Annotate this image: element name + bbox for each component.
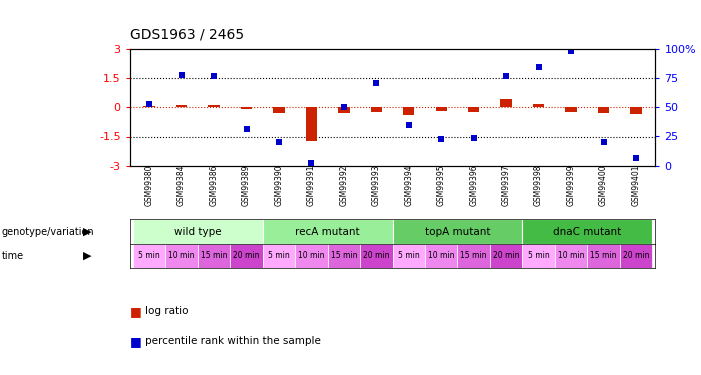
Text: GSM99384: GSM99384 [177, 165, 186, 206]
Bar [133, 219, 263, 244]
Text: 10 min: 10 min [168, 251, 195, 260]
Point [306, 160, 317, 166]
Point [176, 72, 187, 78]
Bar [522, 244, 554, 268]
Text: 20 min: 20 min [363, 251, 390, 260]
Text: GDS1963 / 2465: GDS1963 / 2465 [130, 27, 244, 41]
Text: wild type: wild type [174, 226, 222, 237]
Text: GSM99400: GSM99400 [599, 165, 608, 206]
Text: 5 min: 5 min [528, 251, 550, 260]
Bar [630, 107, 641, 114]
Text: topA mutant: topA mutant [425, 226, 490, 237]
Bar [554, 244, 587, 268]
Text: GSM99392: GSM99392 [339, 165, 348, 206]
Text: GSM99389: GSM99389 [242, 165, 251, 206]
Text: 20 min: 20 min [233, 251, 260, 260]
Bar [231, 244, 263, 268]
Text: GSM99401: GSM99401 [632, 165, 641, 206]
Point [533, 64, 544, 70]
Bar [295, 244, 327, 268]
Text: GSM99395: GSM99395 [437, 165, 446, 206]
Bar [306, 107, 317, 141]
Point [144, 101, 155, 107]
Text: GSM99391: GSM99391 [307, 165, 316, 206]
Text: 10 min: 10 min [428, 251, 454, 260]
Text: 10 min: 10 min [558, 251, 585, 260]
Bar [533, 104, 544, 107]
Point [630, 155, 641, 161]
Bar [468, 107, 479, 111]
Bar [176, 105, 187, 107]
Bar [165, 244, 198, 268]
Point [501, 73, 512, 79]
Text: GSM99386: GSM99386 [210, 165, 219, 206]
Bar [208, 105, 219, 107]
Point [339, 104, 350, 110]
Bar [425, 244, 458, 268]
Text: 20 min: 20 min [622, 251, 649, 260]
Point [566, 48, 577, 54]
Text: GSM99397: GSM99397 [502, 165, 510, 206]
Bar [133, 244, 165, 268]
Text: 15 min: 15 min [200, 251, 227, 260]
Text: time: time [1, 251, 24, 261]
Bar [435, 107, 447, 111]
Text: ▶: ▶ [83, 226, 91, 237]
Bar [522, 219, 652, 244]
Bar [501, 99, 512, 107]
Text: 15 min: 15 min [331, 251, 357, 260]
Text: GSM99380: GSM99380 [144, 165, 154, 206]
Text: GSM99393: GSM99393 [372, 165, 381, 206]
Text: 5 min: 5 min [138, 251, 160, 260]
Text: 5 min: 5 min [398, 251, 420, 260]
Text: GSM99390: GSM99390 [275, 165, 283, 206]
Bar [458, 244, 490, 268]
Point [371, 80, 382, 86]
Text: GSM99399: GSM99399 [566, 165, 576, 206]
Text: GSM99394: GSM99394 [404, 165, 414, 206]
Bar [587, 244, 620, 268]
Point [403, 122, 414, 128]
Bar [371, 107, 382, 112]
Text: log ratio: log ratio [145, 306, 189, 316]
Text: 5 min: 5 min [268, 251, 290, 260]
Bar [327, 244, 360, 268]
Point [273, 139, 285, 145]
Text: genotype/variation: genotype/variation [1, 226, 94, 237]
Text: 15 min: 15 min [461, 251, 487, 260]
Bar [360, 244, 393, 268]
Text: recA mutant: recA mutant [295, 226, 360, 237]
Bar [393, 219, 522, 244]
Point [435, 136, 447, 142]
Bar [263, 244, 295, 268]
Text: 15 min: 15 min [590, 251, 617, 260]
Text: percentile rank within the sample: percentile rank within the sample [145, 336, 321, 346]
Bar [566, 107, 577, 111]
Text: ■: ■ [130, 335, 142, 348]
Point [241, 126, 252, 132]
Point [208, 73, 219, 79]
Bar [241, 107, 252, 109]
Text: 10 min: 10 min [298, 251, 325, 260]
Text: dnaC mutant: dnaC mutant [553, 226, 621, 237]
Text: ■: ■ [130, 305, 142, 318]
Text: 20 min: 20 min [493, 251, 519, 260]
Bar [403, 107, 414, 116]
Point [598, 139, 609, 145]
Point [468, 135, 479, 141]
Text: ▶: ▶ [83, 251, 91, 261]
Bar [598, 107, 609, 113]
Bar [393, 244, 425, 268]
Bar [338, 107, 350, 113]
Bar [273, 107, 285, 113]
Text: GSM99398: GSM99398 [534, 165, 543, 206]
Bar [620, 244, 652, 268]
Bar [490, 244, 522, 268]
Bar [144, 106, 155, 107]
Bar [198, 244, 231, 268]
Text: GSM99396: GSM99396 [469, 165, 478, 206]
Bar [263, 219, 393, 244]
